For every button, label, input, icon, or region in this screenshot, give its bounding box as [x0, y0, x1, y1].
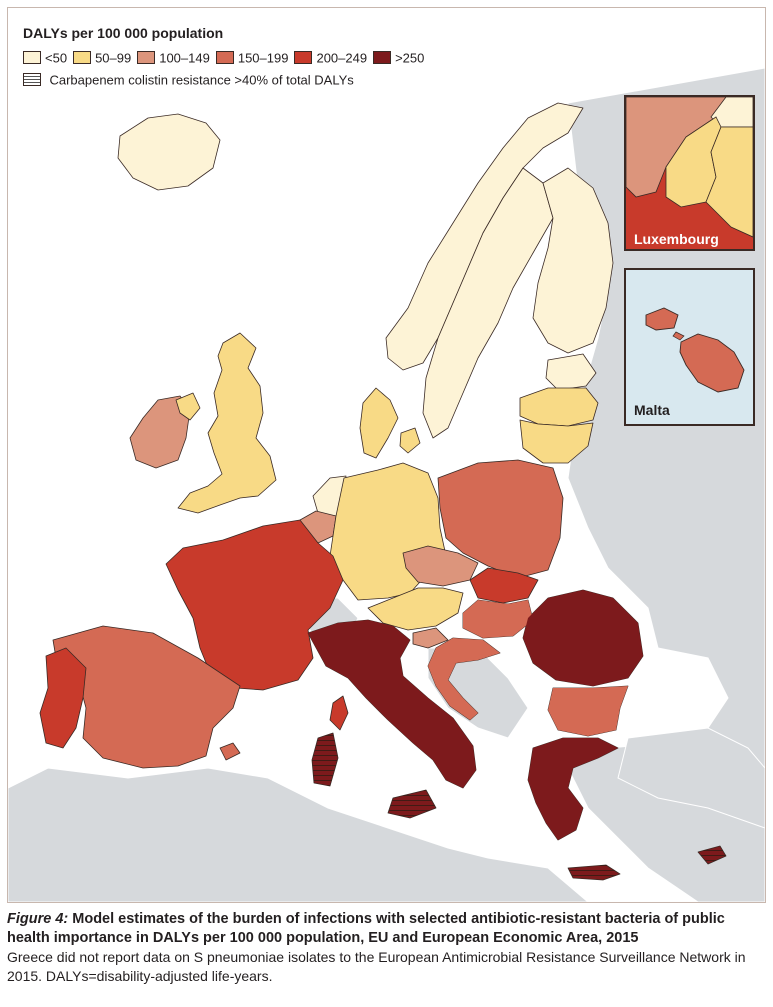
caption-title: Figure 4: Model estimates of the burden … — [7, 910, 766, 948]
country-spain-balearics[interactable] — [219, 742, 241, 761]
legend-bin-label-1: 50–99 — [95, 50, 132, 66]
country-latvia[interactable] — [519, 387, 599, 427]
country-united-kingdom[interactable] — [177, 332, 277, 514]
luxembourg-inset-map — [626, 97, 753, 249]
country-cyprus-hatch — [698, 846, 726, 864]
country-slovakia[interactable] — [469, 567, 539, 604]
country-northern-ireland[interactable] — [175, 392, 201, 421]
legend-swatch-2 — [137, 51, 156, 65]
legend-swatch-0 — [23, 51, 41, 65]
luxembourg-inset: Luxembourg — [624, 95, 755, 251]
legend-hatch-item: Carbapenem colistin resistance >40% of t… — [23, 71, 354, 89]
figure-caption: Figure 4: Model estimates of the burden … — [7, 910, 766, 986]
legend-bin-label-0: <50 — [45, 50, 68, 66]
malta-inset-label: Malta — [634, 402, 670, 418]
luxembourg-inset-label: Luxembourg — [634, 231, 719, 247]
country-portugal[interactable] — [39, 647, 87, 749]
country-poland[interactable] — [437, 459, 564, 579]
country-sweden[interactable] — [422, 167, 554, 439]
figure-number: Figure 4: — [7, 911, 69, 927]
hatch-overlays — [307, 589, 726, 880]
legend-swatch-4 — [294, 51, 313, 65]
country-denmark-island[interactable] — [399, 427, 421, 454]
legend-swatch-1 — [73, 51, 92, 65]
map-figure: DALYs per 100 000 population <50 50–99 100… — [7, 7, 766, 903]
legend-swatch-5 — [373, 51, 392, 65]
country-slovenia[interactable] — [412, 627, 449, 649]
country-iceland[interactable] — [117, 113, 221, 191]
country-lithuania[interactable] — [519, 419, 594, 464]
country-estonia[interactable] — [545, 353, 597, 391]
country-italy-sardinia-hatch — [312, 733, 338, 786]
caption-title-text: Model estimates of the burden of infecti… — [7, 911, 725, 946]
legend-bin-4: 200–249 — [294, 49, 367, 67]
legend-hatch-label: Carbapenem colistin resistance >40% of t… — [49, 72, 354, 88]
legend-bin-3: 150–199 — [215, 49, 289, 67]
legend-hatch-row: Carbapenem colistin resistance >40% of t… — [23, 71, 360, 89]
legend-bin-label-5: >250 — [395, 50, 425, 66]
legend: DALYs per 100 000 population <50 50–99 100… — [23, 25, 583, 105]
malta-inset-map — [645, 307, 745, 393]
country-denmark[interactable] — [359, 387, 399, 459]
country-greece-crete-hatch — [568, 865, 620, 880]
legend-bin-5: >250 — [373, 49, 424, 67]
legend-bin-1: 50–99 — [73, 49, 131, 67]
legend-bin-2: 100–149 — [137, 49, 210, 67]
country-finland[interactable] — [532, 167, 614, 354]
legend-bin-label-3: 150–199 — [237, 50, 289, 66]
legend-title: DALYs per 100 000 population — [23, 25, 224, 41]
legend-bin-label-4: 200–249 — [316, 50, 368, 66]
country-france[interactable] — [165, 519, 344, 691]
malta-inset: Malta — [624, 268, 755, 426]
country-norway[interactable] — [385, 102, 584, 371]
country-ireland[interactable] — [129, 395, 191, 469]
hatch-swatch — [23, 73, 41, 87]
legend-bins-row: <50 50–99 100–149 150–199 200–249 >250 — [23, 49, 430, 67]
legend-bin-label-2: 100–149 — [159, 50, 210, 66]
caption-note: Greece did not report data on S pneumoni… — [7, 949, 746, 984]
country-austria[interactable] — [367, 587, 464, 631]
country-italy-sicily-hatch — [388, 790, 436, 818]
country-france-corsica[interactable] — [329, 695, 349, 731]
legend-bin-0: <50 — [23, 49, 67, 67]
legend-swatch-3 — [215, 51, 234, 65]
